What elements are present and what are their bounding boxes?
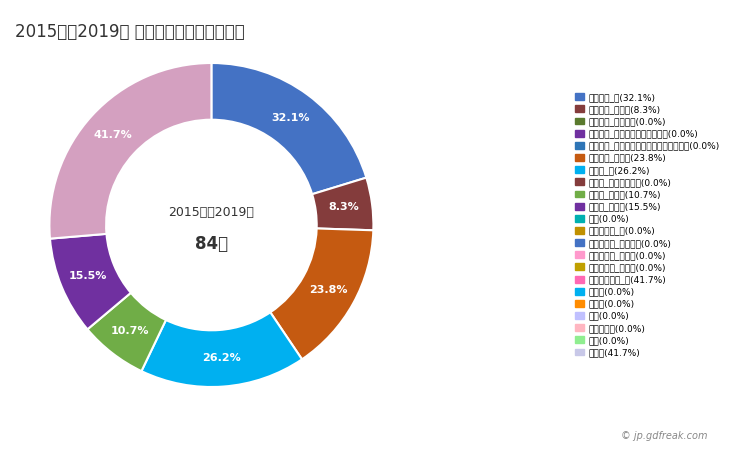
Wedge shape (87, 293, 166, 371)
Text: 2015年～2019年: 2015年～2019年 (168, 206, 254, 219)
Legend: 悪性腫瘍_計(32.1%), 悪性腫瘍_胃がん(8.3%), 悪性腫瘍_大腸がん(0.0%), 悪性腫瘍_肝がん・肝内胆管がん(0.0%), 悪性腫瘍_気管がん: 悪性腫瘍_計(32.1%), 悪性腫瘍_胃がん(8.3%), 悪性腫瘍_大腸がん… (571, 88, 725, 362)
Text: 8.3%: 8.3% (329, 202, 359, 212)
Text: 26.2%: 26.2% (202, 353, 241, 363)
Wedge shape (312, 178, 373, 230)
Text: 84人: 84人 (195, 235, 228, 253)
Wedge shape (211, 63, 367, 194)
Text: 10.7%: 10.7% (110, 326, 149, 336)
Wedge shape (141, 312, 302, 387)
Text: 2015年～2019年 川上村の女性の死因構成: 2015年～2019年 川上村の女性の死因構成 (15, 22, 244, 40)
Wedge shape (50, 234, 130, 329)
Wedge shape (270, 229, 373, 359)
Wedge shape (50, 63, 211, 238)
Text: 23.8%: 23.8% (309, 285, 348, 295)
Text: 41.7%: 41.7% (93, 130, 133, 140)
Text: © jp.gdfreak.com: © jp.gdfreak.com (620, 431, 707, 441)
Text: 15.5%: 15.5% (69, 271, 107, 281)
Text: 32.1%: 32.1% (272, 112, 310, 122)
